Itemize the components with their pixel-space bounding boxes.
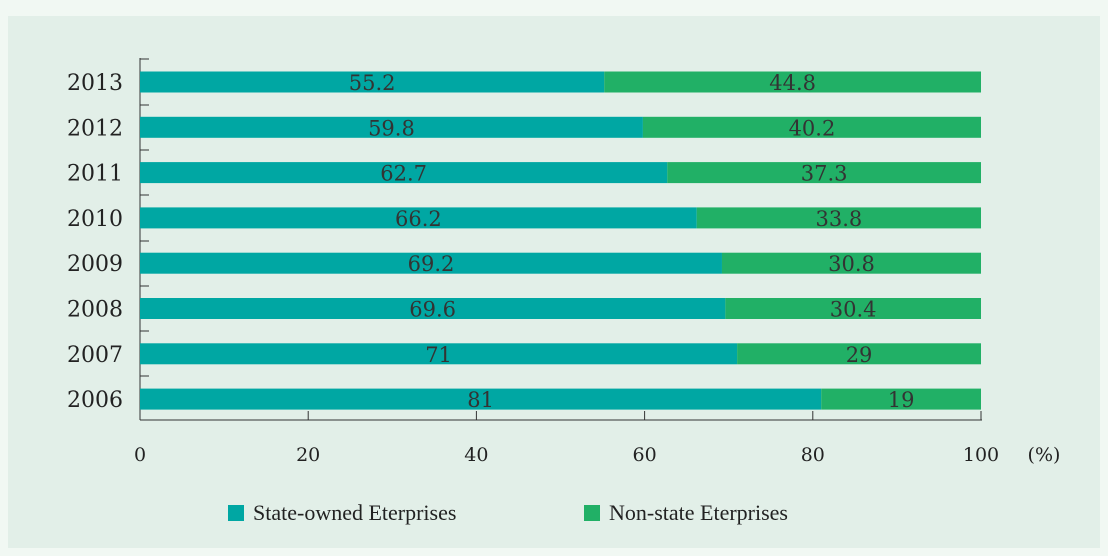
legend-label-state-owned: State-owned Eterprises — [253, 500, 457, 525]
x-tick-label: 20 — [296, 444, 320, 466]
bar-non-state — [642, 116, 981, 138]
bar-non-state — [696, 207, 981, 229]
x-tick-label: 0 — [134, 444, 146, 466]
bar-label-state-owned: 59.8 — [368, 116, 415, 140]
bar-label-non-state: 44.8 — [769, 71, 816, 95]
bar-state-owned — [140, 388, 822, 410]
x-unit-label: (%) — [1028, 444, 1061, 466]
x-tick-label: 80 — [801, 444, 825, 466]
category-label: 2008 — [67, 298, 123, 323]
legend-item-state-owned: State-owned Eterprises — [228, 500, 456, 526]
bar-state-owned — [140, 71, 605, 93]
bar-state-owned — [140, 116, 643, 138]
bar-label-non-state: 33.8 — [815, 207, 862, 231]
bar-label-state-owned: 55.2 — [349, 71, 396, 95]
bar-label-non-state: 30.4 — [830, 298, 877, 322]
bar-label-non-state: 30.8 — [828, 252, 875, 276]
bar-non-state — [821, 388, 981, 410]
legend-item-non-state: Non-state Eterprises — [584, 500, 788, 526]
bar-label-state-owned: 81 — [467, 388, 494, 412]
bar-non-state — [604, 71, 981, 93]
bar-non-state — [737, 343, 981, 365]
bar-label-state-owned: 69.6 — [409, 298, 456, 322]
legend-label-non-state: Non-state Eterprises — [609, 500, 788, 525]
bar-state-owned — [140, 298, 726, 319]
bar-non-state — [725, 298, 981, 319]
chart-panel — [8, 16, 1100, 548]
bar-label-state-owned: 62.7 — [380, 162, 427, 186]
bar-state-owned — [140, 162, 668, 184]
legend-swatch-non-state — [584, 505, 600, 521]
category-label: 2006 — [67, 388, 123, 413]
category-label: 2013 — [67, 71, 123, 96]
x-tick-label: 40 — [464, 444, 488, 466]
category-label: 2011 — [67, 162, 123, 187]
category-label: 2012 — [67, 116, 123, 141]
bar-label-non-state: 29 — [846, 343, 873, 367]
bar-label-state-owned: 71 — [425, 343, 452, 367]
x-tick-label: 60 — [633, 444, 657, 466]
bar-label-non-state: 37.3 — [801, 162, 848, 186]
category-label: 2010 — [67, 207, 123, 232]
category-label: 2009 — [67, 252, 123, 277]
bar-state-owned — [140, 207, 697, 229]
category-label: 2007 — [67, 343, 123, 368]
bar-label-state-owned: 66.2 — [395, 207, 442, 231]
bar-label-non-state: 40.2 — [789, 116, 836, 140]
x-tick-label: 100 — [963, 444, 999, 466]
bar-state-owned — [140, 252, 722, 274]
bar-label-non-state: 19 — [888, 388, 915, 412]
bar-non-state — [721, 252, 981, 274]
bar-label-state-owned: 69.2 — [408, 252, 455, 276]
bar-non-state — [667, 162, 981, 184]
legend: State-owned Eterprises Non-state Eterpri… — [0, 500, 1108, 530]
bar-state-owned — [140, 343, 738, 365]
legend-swatch-state-owned — [228, 505, 244, 521]
